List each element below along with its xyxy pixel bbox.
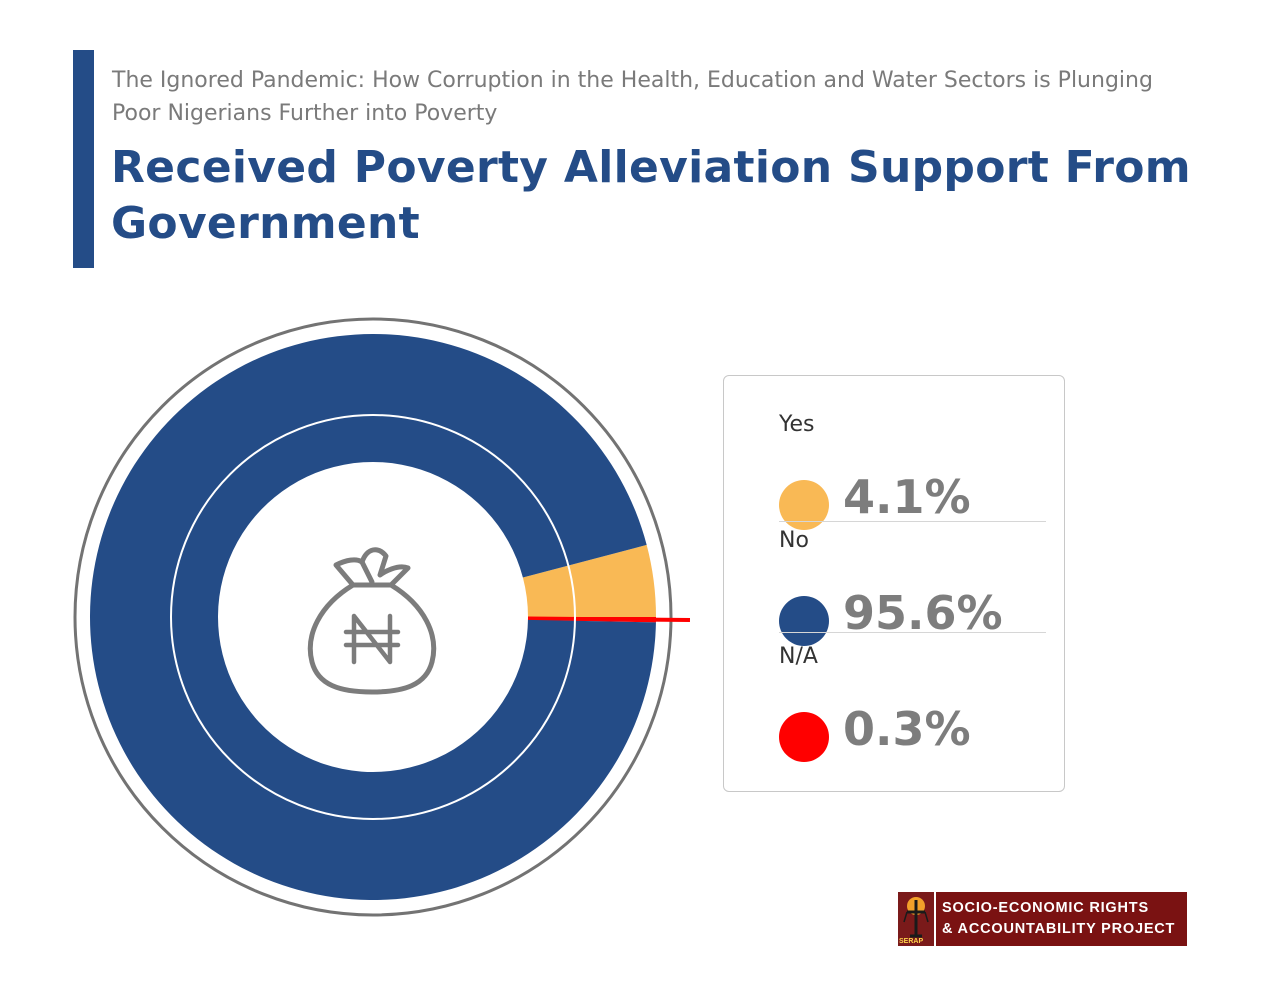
legend-item-na: N/A 0.3% [779, 644, 1046, 762]
logo-line-2: & ACCOUNTABILITY PROJECT [942, 921, 1176, 937]
data-label-na: 0.3% [843, 702, 971, 756]
chart-title: Received Poverty Alleviation Support Fro… [111, 142, 1191, 249]
serap-emblem-icon: SERAP [898, 892, 936, 946]
inner-ring [170, 414, 576, 820]
legend-divider [779, 632, 1046, 633]
slice-na-marker [527, 616, 691, 622]
data-label-no: 95.6% [843, 586, 1003, 640]
legend-item-yes: Yes 4.1% [779, 412, 1046, 530]
slice-yes [522, 544, 656, 617]
donut-slices [89, 333, 691, 900]
legend-swatch-no [779, 596, 829, 646]
money-bag-naira-icon [307, 547, 437, 695]
legend-divider [779, 521, 1046, 522]
legend-swatch-yes [779, 480, 829, 530]
report-subtitle: The Ignored Pandemic: How Corruption in … [112, 68, 1153, 126]
legend-label-na: N/A [779, 644, 818, 669]
logo-line-1: SOCIO-ECONOMIC RIGHTS [942, 900, 1149, 916]
data-label-yes: 4.1% [843, 470, 971, 524]
logo-acronym: SERAP [899, 938, 924, 945]
outer-ring [73, 317, 673, 917]
serap-logo: SERAP SOCIO-ECONOMIC RIGHTS & ACCOUNTABI… [898, 892, 1187, 946]
logo-text: SOCIO-ECONOMIC RIGHTS & ACCOUNTABILITY P… [936, 892, 1187, 946]
legend-panel: Yes 4.1% No 95.6% N/A 0.3% [723, 375, 1065, 792]
legend-label-no: No [779, 528, 809, 553]
legend-label-yes: Yes [779, 412, 815, 437]
legend-swatch-na [779, 712, 829, 762]
slice-no [89, 333, 656, 900]
title-accent-bar [73, 50, 94, 268]
donut-chart [73, 317, 691, 917]
legend-item-no: No 95.6% [779, 528, 1046, 646]
